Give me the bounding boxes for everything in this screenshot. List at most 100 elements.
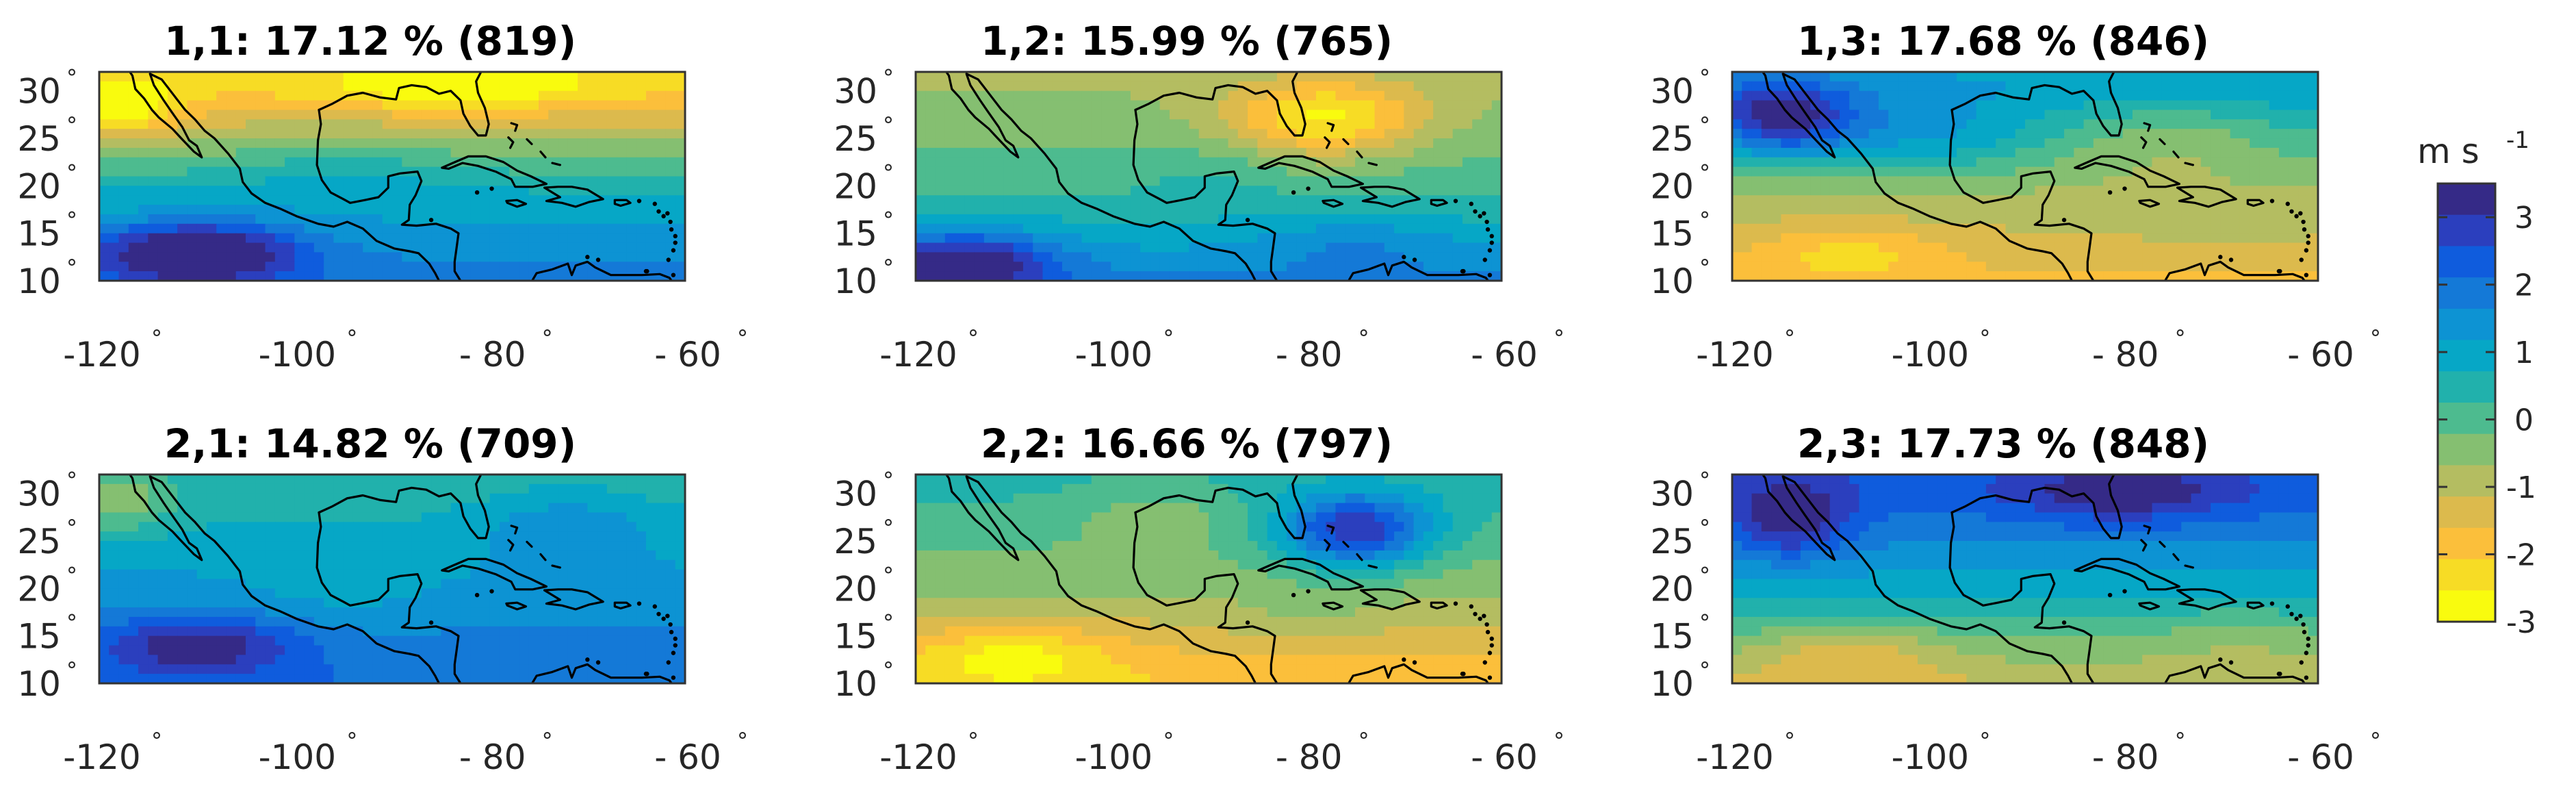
anomaly-field: [914, 473, 1503, 685]
anomaly-field: [1731, 473, 2319, 685]
degree-symbol: °: [1699, 160, 1710, 186]
lon-tick-label: -120: [1696, 335, 1773, 375]
lat-tick-label: 25: [834, 119, 877, 159]
lon-tick-label: -100: [1892, 335, 1969, 375]
degree-symbol: °: [151, 728, 162, 754]
degree-symbol: °: [66, 562, 77, 588]
coastline: [128, 475, 678, 683]
degree-symbol: °: [883, 610, 894, 636]
lon-tick-label: - 80: [459, 335, 526, 375]
degree-symbol: °: [1358, 728, 1369, 754]
anomaly-field: [98, 473, 686, 685]
degree-symbol: °: [883, 160, 894, 186]
lon-tick-label: - 60: [1471, 737, 1538, 777]
lon-tick-label: -120: [879, 335, 957, 375]
degree-symbol: °: [1784, 325, 1795, 351]
degree-symbol: °: [737, 728, 748, 754]
panel-title: 1,1: 17.12 % (819): [164, 18, 576, 64]
map-frame: [1731, 473, 2319, 685]
lat-tick-label: 25: [1650, 522, 1694, 561]
degree-symbol: °: [1979, 728, 1990, 754]
lat-tick-label: 10: [17, 262, 61, 301]
lat-tick-label: 25: [17, 522, 61, 561]
degree-symbol: °: [737, 325, 748, 351]
degree-symbol: °: [2370, 728, 2381, 754]
degree-symbol: °: [66, 610, 77, 636]
lat-tick-label: 20: [834, 569, 877, 609]
degree-symbol: °: [66, 515, 77, 541]
degree-symbol: °: [883, 657, 894, 683]
map-frame: [914, 71, 1503, 282]
lon-tick-label: - 80: [1276, 335, 1343, 375]
panel-title: 1,2: 15.99 % (765): [981, 18, 1393, 64]
coastline: [944, 475, 1494, 683]
degree-symbol: °: [66, 657, 77, 683]
degree-symbol: °: [1699, 610, 1710, 636]
contour-fill: [916, 72, 1502, 281]
lon-tick-label: -100: [1892, 737, 1969, 777]
contour-fill: [1732, 475, 2318, 683]
lat-tick-label: 30: [1650, 475, 1694, 514]
colorbar-band: [2438, 308, 2495, 341]
lat-tick-label: 15: [1650, 214, 1694, 254]
anomaly-field: [98, 71, 686, 282]
lat-tick-label: 15: [17, 214, 61, 254]
colorbar-band: [2438, 246, 2495, 278]
colorbar-band: [2438, 340, 2495, 372]
panel-title: 2,1: 14.82 % (709): [164, 420, 576, 467]
colorbar-frame: [2436, 182, 2497, 623]
colorbar-band: [2438, 214, 2495, 247]
lon-tick-label: -100: [259, 737, 336, 777]
map-panel-1-2: 1,2: 15.99 % (765) 30 °25 °20 °15 °10 °-120 ° -…: [834, 18, 1564, 375]
lon-tick-label: -120: [879, 737, 957, 777]
lat-tick-label: 15: [17, 617, 61, 657]
lon-tick-label: -120: [63, 335, 140, 375]
degree-symbol: °: [1979, 325, 1990, 351]
lon-tick-label: - 60: [1471, 335, 1538, 375]
colorbar-tick-label: 3: [2514, 201, 2534, 236]
lon-tick-label: - 60: [2287, 335, 2354, 375]
degree-symbol: °: [1699, 562, 1710, 588]
lon-tick-label: - 60: [2287, 737, 2354, 777]
degree-symbol: °: [66, 255, 77, 281]
map-panel-2-1: 2,1: 14.82 % (709) 30 °25 °20 °15 °10 °-120 ° -…: [17, 420, 748, 777]
colorbar-unit: m s: [2417, 131, 2480, 171]
panel-title: 2,2: 16.66 % (797): [981, 420, 1393, 467]
colorbar-tick-label: 1: [2514, 336, 2534, 370]
lat-tick-label: 10: [17, 664, 61, 704]
degree-symbol: °: [2175, 325, 2186, 351]
degree-symbol: °: [1699, 657, 1710, 683]
colorbar-band: [2438, 559, 2495, 591]
degree-symbol: °: [66, 468, 77, 494]
colorbar-tick-label: -3: [2506, 605, 2536, 640]
degree-symbol: °: [883, 255, 894, 281]
lon-tick-label: - 60: [654, 737, 721, 777]
lat-tick-label: 10: [834, 262, 877, 301]
lat-tick-label: 15: [834, 617, 877, 657]
degree-symbol: °: [1699, 112, 1710, 138]
degree-symbol: °: [1554, 728, 1564, 754]
lon-tick-label: -100: [1075, 737, 1152, 777]
degree-symbol: °: [883, 207, 894, 233]
map-frame: [914, 473, 1503, 685]
degree-symbol: °: [883, 112, 894, 138]
degree-symbol: °: [66, 112, 77, 138]
colorbar-band: [2438, 433, 2495, 466]
lat-tick-label: 20: [1650, 166, 1694, 206]
colorbar-tick-label: 0: [2514, 403, 2534, 438]
lat-tick-label: 30: [834, 475, 877, 514]
map-panel-2-3: 2,3: 17.73 % (848) 30 °25 °20 °15 °10 °-120 ° -…: [1650, 420, 2381, 777]
coastline: [128, 72, 678, 281]
lon-tick-label: -100: [259, 335, 336, 375]
degree-symbol: °: [1784, 728, 1795, 754]
degree-symbol: °: [1554, 325, 1564, 351]
degree-symbol: °: [968, 728, 979, 754]
panel-title: 1,3: 17.68 % (846): [1797, 18, 2209, 64]
colorbar-band: [2438, 496, 2495, 529]
lat-tick-label: 25: [834, 522, 877, 561]
lat-tick-label: 30: [834, 72, 877, 112]
lon-tick-label: - 80: [2092, 335, 2159, 375]
colorbar-tick-label: -2: [2506, 538, 2536, 573]
degree-symbol: °: [1699, 515, 1710, 541]
lon-tick-label: -120: [63, 737, 140, 777]
